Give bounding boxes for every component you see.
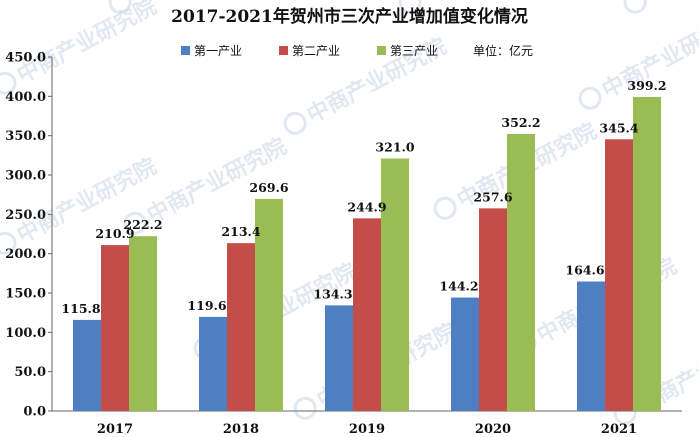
- data-label: 134.3: [313, 286, 352, 301]
- bar: [577, 281, 605, 411]
- watermark: 中商产业研究院: [623, 0, 699, 14]
- x-axis: 2017 2018 2019 2020 2021: [52, 410, 682, 437]
- logo-circle-icon: [293, 396, 317, 420]
- bar: [605, 139, 633, 411]
- data-label: 115.8: [61, 301, 100, 316]
- y-tick-label: 50.0: [14, 365, 46, 380]
- bar: [73, 319, 101, 411]
- logo-circle-icon: [123, 211, 147, 235]
- data-label: 144.2: [439, 279, 478, 294]
- logo-circle-icon: [283, 111, 307, 135]
- y-tick-label: 250.0: [5, 208, 46, 223]
- data-label: 399.2: [627, 78, 666, 93]
- data-label: 257.6: [473, 189, 512, 204]
- data-label: 119.6: [187, 298, 226, 313]
- bar: [325, 305, 353, 411]
- x-tick-label: 2017: [97, 422, 133, 437]
- bar: [507, 133, 535, 411]
- legend-swatch: [377, 46, 386, 55]
- logo-circle-icon: [108, 0, 132, 14]
- y-tick-label: 100.0: [5, 326, 46, 341]
- data-label: 352.2: [501, 115, 540, 130]
- data-label: 222.2: [123, 217, 162, 232]
- bar: [227, 243, 255, 411]
- bar: [353, 218, 381, 411]
- data-label: 213.4: [221, 224, 260, 239]
- y-axis: 0.0 50.0 100.0 150.0 200.0 250.0 300.0 350.0 400…: [5, 51, 53, 420]
- y-tick-label: 0.0: [23, 405, 46, 420]
- logo-circle-icon: [398, 0, 422, 14]
- x-tick-label: 2018: [223, 422, 259, 437]
- y-tick-label: 300.0: [5, 169, 46, 184]
- legend-swatch: [181, 46, 190, 55]
- x-tick-label: 2021: [601, 422, 637, 437]
- chart-title: 2017-2021年贺州市三次产业增加值变化情况: [171, 6, 528, 27]
- unit-label: 单位：亿元: [473, 43, 533, 58]
- bar: [633, 96, 661, 411]
- bar: [255, 198, 283, 411]
- legend-swatch: [279, 46, 288, 55]
- data-label: 345.4: [599, 120, 638, 135]
- logo-circle-icon: [433, 196, 457, 220]
- data-label: 244.9: [347, 199, 386, 214]
- data-label: 269.6: [249, 180, 288, 195]
- data-label: 210.9: [95, 226, 134, 241]
- bar: [101, 245, 129, 411]
- x-tick-label: 2019: [349, 422, 385, 437]
- legend-label: 第三产业: [390, 44, 438, 58]
- bar: [479, 208, 507, 411]
- logo-circle-icon: [578, 86, 602, 110]
- logo-circle-icon: [0, 231, 17, 255]
- x-tick-label: 2020: [475, 422, 511, 437]
- y-tick-label: 200.0: [5, 247, 46, 262]
- watermark-text: 中商产业研究院: [643, 0, 699, 8]
- data-label: 321.0: [375, 139, 414, 154]
- watermark-text: 中商产业研究院: [13, 0, 161, 89]
- legend-label: 第二产业: [292, 44, 340, 58]
- bars: [73, 96, 661, 411]
- logo-circle-icon: [0, 71, 17, 95]
- data-label: 164.6: [565, 263, 604, 278]
- legend-label: 第一产业: [194, 44, 242, 58]
- y-tick-label: 350.0: [5, 129, 46, 144]
- y-tick-label: 150.0: [5, 287, 46, 302]
- legend: 第一产业 第二产业 第三产业 单位：亿元: [181, 43, 533, 58]
- y-tick-label: 400.0: [5, 90, 46, 105]
- bar: [381, 158, 409, 411]
- bar: [199, 316, 227, 411]
- logo-circle-icon: [623, 0, 647, 14]
- bar: [129, 236, 157, 411]
- y-tick-label: 450.0: [5, 51, 46, 66]
- bar: [451, 297, 479, 411]
